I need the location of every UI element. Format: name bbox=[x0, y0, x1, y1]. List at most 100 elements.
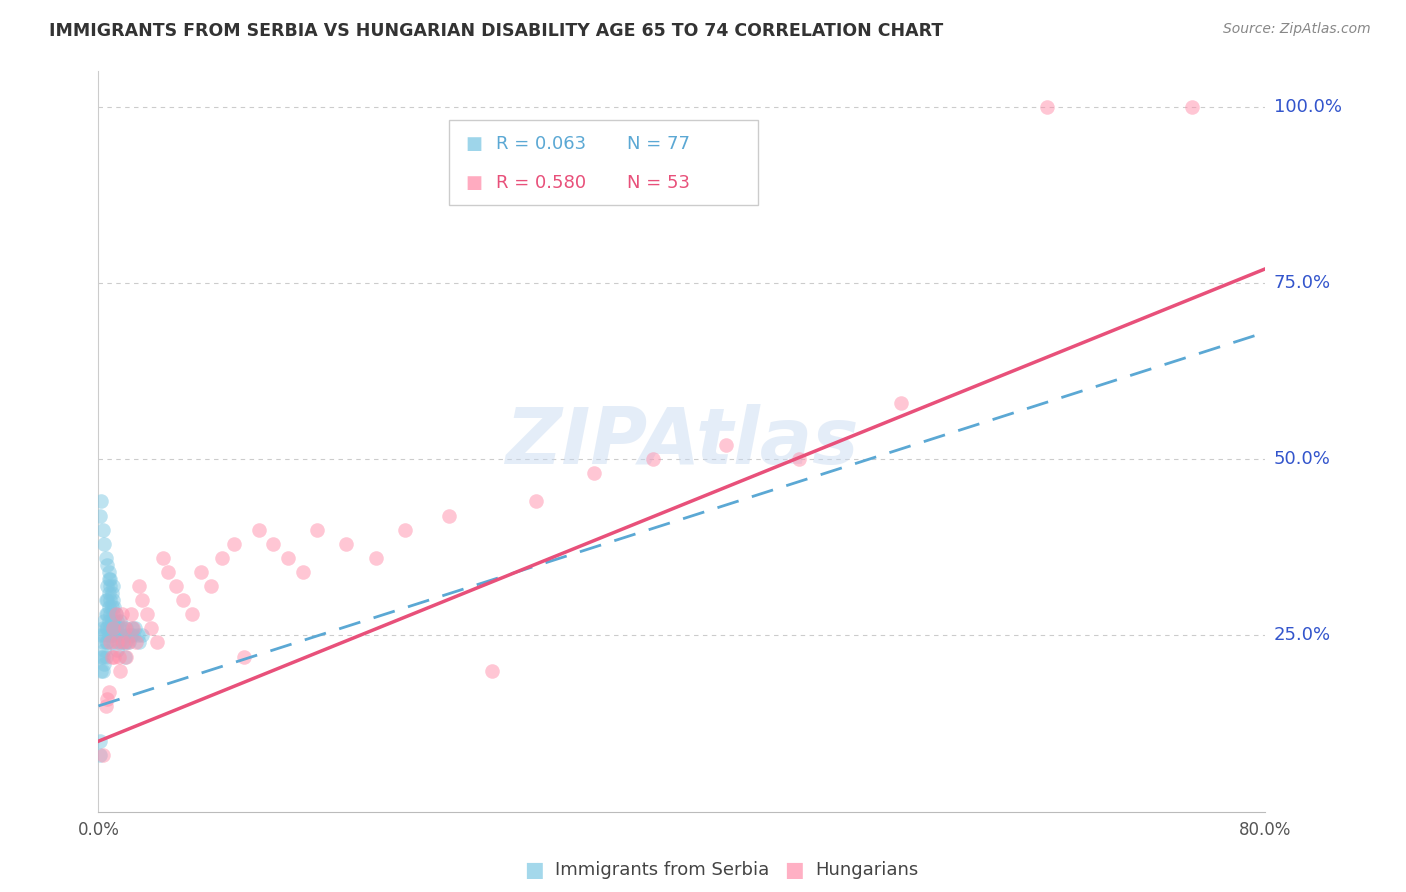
Point bbox=[94, 635, 117, 649]
Point bbox=[117, 628, 139, 642]
Point bbox=[583, 467, 606, 481]
Point bbox=[101, 579, 124, 593]
Point bbox=[364, 550, 387, 565]
Point bbox=[111, 635, 134, 649]
Point bbox=[91, 748, 114, 763]
Point bbox=[115, 635, 138, 649]
Point bbox=[96, 621, 118, 635]
Point bbox=[94, 621, 117, 635]
Point bbox=[157, 565, 180, 579]
Point bbox=[108, 649, 131, 664]
Point bbox=[105, 642, 128, 657]
Point bbox=[115, 621, 138, 635]
Point bbox=[291, 565, 314, 579]
Point bbox=[524, 494, 547, 508]
Text: ■: ■ bbox=[785, 860, 804, 880]
Point bbox=[98, 635, 121, 649]
Point bbox=[94, 550, 117, 565]
Point bbox=[101, 621, 124, 635]
Point bbox=[97, 685, 120, 699]
Point bbox=[89, 734, 111, 748]
Point bbox=[108, 635, 131, 649]
Point bbox=[104, 621, 127, 635]
Point bbox=[165, 579, 187, 593]
Point bbox=[101, 607, 124, 622]
Point bbox=[90, 628, 112, 642]
Point bbox=[120, 628, 142, 642]
Point bbox=[100, 649, 122, 664]
Point bbox=[222, 537, 245, 551]
Point bbox=[96, 579, 118, 593]
Point bbox=[93, 657, 115, 671]
Point bbox=[118, 635, 141, 649]
Text: IMMIGRANTS FROM SERBIA VS HUNGARIAN DISABILITY AGE 65 TO 74 CORRELATION CHART: IMMIGRANTS FROM SERBIA VS HUNGARIAN DISA… bbox=[49, 22, 943, 40]
Point bbox=[108, 621, 131, 635]
Point bbox=[394, 523, 416, 537]
Point bbox=[90, 649, 112, 664]
Point bbox=[93, 537, 115, 551]
Point bbox=[105, 635, 128, 649]
Point bbox=[131, 593, 153, 607]
Point bbox=[89, 508, 111, 523]
Point bbox=[94, 649, 117, 664]
Point bbox=[103, 615, 125, 629]
Text: ■: ■ bbox=[524, 860, 544, 880]
Text: R = 0.063: R = 0.063 bbox=[496, 135, 586, 153]
Point bbox=[115, 649, 138, 664]
Point bbox=[247, 523, 270, 537]
Text: 100.0%: 100.0% bbox=[1274, 97, 1341, 116]
Point bbox=[128, 635, 150, 649]
Point bbox=[104, 607, 127, 622]
Point bbox=[101, 635, 124, 649]
Point bbox=[172, 593, 194, 607]
Point bbox=[121, 621, 143, 635]
Point bbox=[112, 628, 135, 642]
Point bbox=[104, 607, 127, 622]
Point bbox=[117, 635, 139, 649]
Point bbox=[94, 698, 117, 713]
Point bbox=[103, 649, 125, 664]
Point bbox=[262, 537, 284, 551]
Text: ■: ■ bbox=[465, 175, 482, 193]
Point bbox=[93, 628, 115, 642]
Point bbox=[233, 649, 256, 664]
Point bbox=[96, 593, 118, 607]
Point bbox=[122, 628, 145, 642]
Point bbox=[114, 635, 136, 649]
Point bbox=[128, 579, 150, 593]
Text: 75.0%: 75.0% bbox=[1274, 274, 1331, 292]
Point bbox=[110, 664, 132, 678]
Point bbox=[101, 621, 124, 635]
Point bbox=[110, 615, 132, 629]
Point bbox=[96, 635, 118, 649]
Point bbox=[91, 635, 114, 649]
Point bbox=[146, 635, 169, 649]
Point bbox=[98, 579, 121, 593]
Point bbox=[152, 550, 174, 565]
Point bbox=[190, 565, 212, 579]
Point bbox=[481, 664, 503, 678]
Point bbox=[93, 615, 115, 629]
Point bbox=[335, 537, 357, 551]
Text: 50.0%: 50.0% bbox=[1274, 450, 1330, 468]
Text: 25.0%: 25.0% bbox=[1274, 626, 1331, 644]
Point bbox=[180, 607, 202, 622]
Point bbox=[437, 508, 460, 523]
Point bbox=[114, 649, 136, 664]
Point bbox=[787, 452, 810, 467]
Text: Immigrants from Serbia: Immigrants from Serbia bbox=[555, 861, 769, 879]
Point bbox=[90, 664, 112, 678]
Point bbox=[105, 628, 128, 642]
Point bbox=[125, 635, 148, 649]
Point bbox=[103, 600, 125, 615]
Point bbox=[96, 692, 118, 706]
Point bbox=[98, 593, 121, 607]
Point bbox=[91, 649, 114, 664]
Text: N = 53: N = 53 bbox=[627, 175, 690, 193]
Point bbox=[307, 523, 329, 537]
Point bbox=[200, 579, 222, 593]
Point bbox=[1181, 100, 1204, 114]
Point bbox=[90, 494, 112, 508]
Point bbox=[97, 600, 120, 615]
Point bbox=[100, 628, 122, 642]
